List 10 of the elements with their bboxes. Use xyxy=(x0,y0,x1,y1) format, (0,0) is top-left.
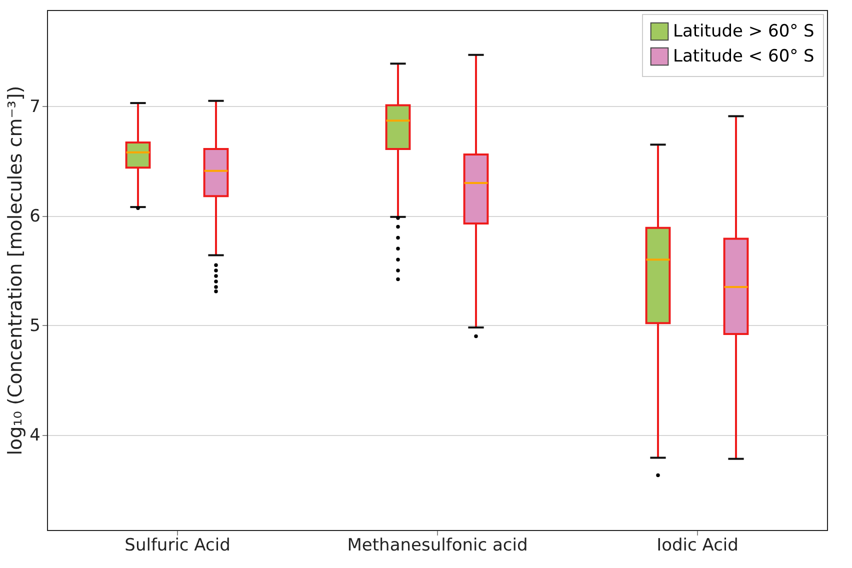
x-tick-label: Iodic Acid xyxy=(656,536,738,556)
x-tick-label: Sulfuric Acid xyxy=(124,536,230,556)
y-axis-title: log₁₀ (Concentration [molecules cm⁻³]) xyxy=(4,86,27,456)
y-tick-label: 5 xyxy=(30,316,40,336)
y-tick-label: 6 xyxy=(30,206,40,226)
legend-label: Latitude > 60° S xyxy=(673,22,814,42)
legend-label: Latitude < 60° S xyxy=(673,46,814,66)
y-tick-label: 4 xyxy=(30,425,40,446)
x-tick-label: Methanesulfonic acid xyxy=(347,536,528,556)
y-tick-label: 7 xyxy=(30,96,40,117)
